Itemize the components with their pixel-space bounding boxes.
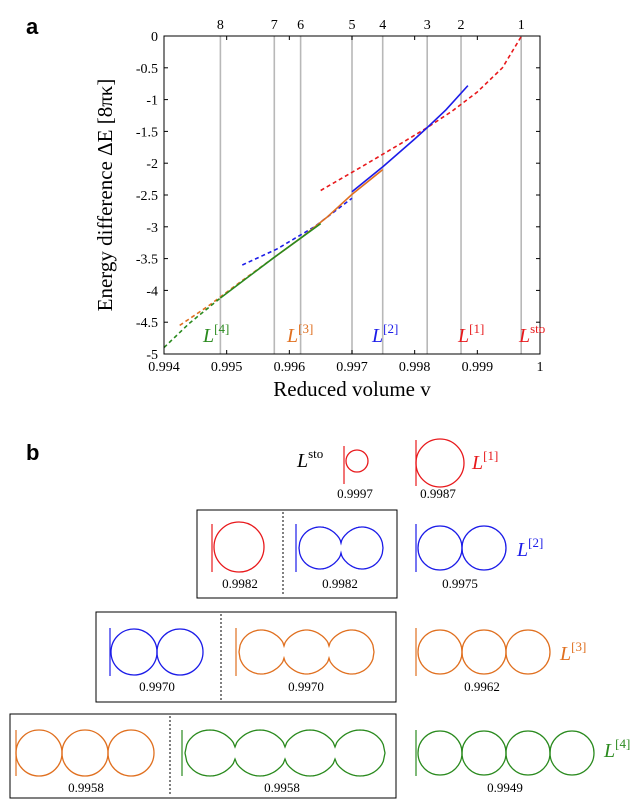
row2-label: L[2] <box>516 535 543 561</box>
vertical-line-label: 3 <box>424 18 431 33</box>
row1-label: Lsto <box>296 446 323 472</box>
comparison-box <box>9 713 397 799</box>
series-line <box>219 222 322 299</box>
x-tick-label: 0.996 <box>274 360 306 375</box>
necked-shape <box>184 729 386 777</box>
curve-label-lsto: Lsto <box>518 321 545 347</box>
curve-label-l2: L[2] <box>371 321 398 347</box>
shape-circle <box>213 521 265 573</box>
curve-label-l3: L[3] <box>286 321 313 347</box>
x-tick-label: 0.997 <box>336 360 368 375</box>
energy-chart: 1 2 3 4 5 6 7 8 0.994 0.995 0.996 0.997 0.998 0.999 1… <box>93 18 545 401</box>
y-tick-label: -3.5 <box>136 253 158 268</box>
row4-label: L[4] <box>603 736 630 762</box>
volume-label: 0.9982 <box>322 576 358 591</box>
volume-label: 0.9975 <box>442 576 478 591</box>
shape-circle <box>107 729 155 777</box>
y-tick-label: -5 <box>146 348 158 363</box>
shape-circle <box>15 729 63 777</box>
volume-label: 0.9970 <box>139 679 175 694</box>
y-tick-label: -2 <box>146 157 158 172</box>
y-tick-label: -4 <box>146 284 158 299</box>
y-tick-label: -0.5 <box>136 62 158 77</box>
y-tick-label: -4.5 <box>136 316 158 331</box>
shape-circle <box>415 438 465 488</box>
volume-label: 0.9970 <box>288 679 324 694</box>
vertical-lines: 1 2 3 4 5 6 7 8 <box>217 18 525 354</box>
panel-a-letter: a <box>26 14 39 39</box>
shape-circle <box>61 729 109 777</box>
y-tick-label: -2.5 <box>136 189 158 204</box>
volume-label: 0.9949 <box>487 780 523 795</box>
y-tick-label: -1 <box>146 94 158 109</box>
row1-right-label: L[1] <box>471 448 498 474</box>
x-tick-label: 0.999 <box>462 360 494 375</box>
vertical-line-label: 5 <box>349 18 356 33</box>
y-ticks: 0 -0.5 -1 -1.5 -2 -2.5 -3 -3.5 -4 -4.5 -5 <box>136 30 540 363</box>
vertical-line-label: 1 <box>518 18 525 33</box>
vertical-line-label: 7 <box>271 18 278 33</box>
x-tick-label: 0.998 <box>399 360 431 375</box>
shape-circle <box>549 730 595 776</box>
shape-circle <box>345 449 369 473</box>
vertical-line-label: 6 <box>297 18 304 33</box>
series-group <box>164 36 522 349</box>
x-tick-label: 0.995 <box>211 360 243 375</box>
x-tick-label: 1 <box>537 360 544 375</box>
volume-label: 0.9958 <box>264 780 300 795</box>
x-ticks: 0.994 0.995 0.996 0.997 0.998 0.999 1 <box>148 36 544 375</box>
series-line <box>351 85 469 193</box>
volume-label: 0.9987 <box>420 486 456 501</box>
vertical-line-label: 8 <box>217 18 224 33</box>
shape-circle <box>110 628 158 676</box>
vertical-line-label: 4 <box>379 18 386 33</box>
necked-shape <box>238 629 375 675</box>
comparison-box <box>196 509 398 599</box>
volume-label: 0.9982 <box>222 576 258 591</box>
shape-circle <box>505 629 551 675</box>
y-tick-label: -1.5 <box>136 125 158 140</box>
shape-circle <box>417 525 463 571</box>
shape-panel: Lsto 0.9997 0.9987 L[1] 0.9982 0.9982 0.… <box>9 438 630 799</box>
shape-circle <box>505 730 551 776</box>
series-line <box>241 197 353 266</box>
series-line <box>273 168 384 258</box>
volume-label: 0.9962 <box>464 679 500 694</box>
shape-circle <box>156 628 204 676</box>
curve-label-l1: L[1] <box>457 321 484 347</box>
shape-circle <box>461 730 507 776</box>
shape-circle <box>461 629 507 675</box>
shape-circle <box>417 629 463 675</box>
series-line <box>320 36 522 192</box>
y-tick-label: -3 <box>146 221 158 236</box>
x-axis-label: Reduced volume v <box>273 377 431 401</box>
volume-label: 0.9958 <box>68 780 104 795</box>
shape-circle <box>461 525 507 571</box>
curve-label-l4: L[4] <box>202 321 229 347</box>
panel-b-letter: b <box>26 440 40 465</box>
shape-circle <box>417 730 463 776</box>
x-tick-label: 0.994 <box>148 360 180 375</box>
volume-label: 0.9997 <box>337 486 373 501</box>
y-axis-label: Energy difference ΔE [8πκ] <box>93 79 117 312</box>
row3-label: L[3] <box>559 639 586 665</box>
y-tick-label: 0 <box>151 30 158 45</box>
vertical-line-label: 2 <box>458 18 465 33</box>
necked-shape <box>298 526 384 570</box>
comparison-box <box>95 611 397 703</box>
